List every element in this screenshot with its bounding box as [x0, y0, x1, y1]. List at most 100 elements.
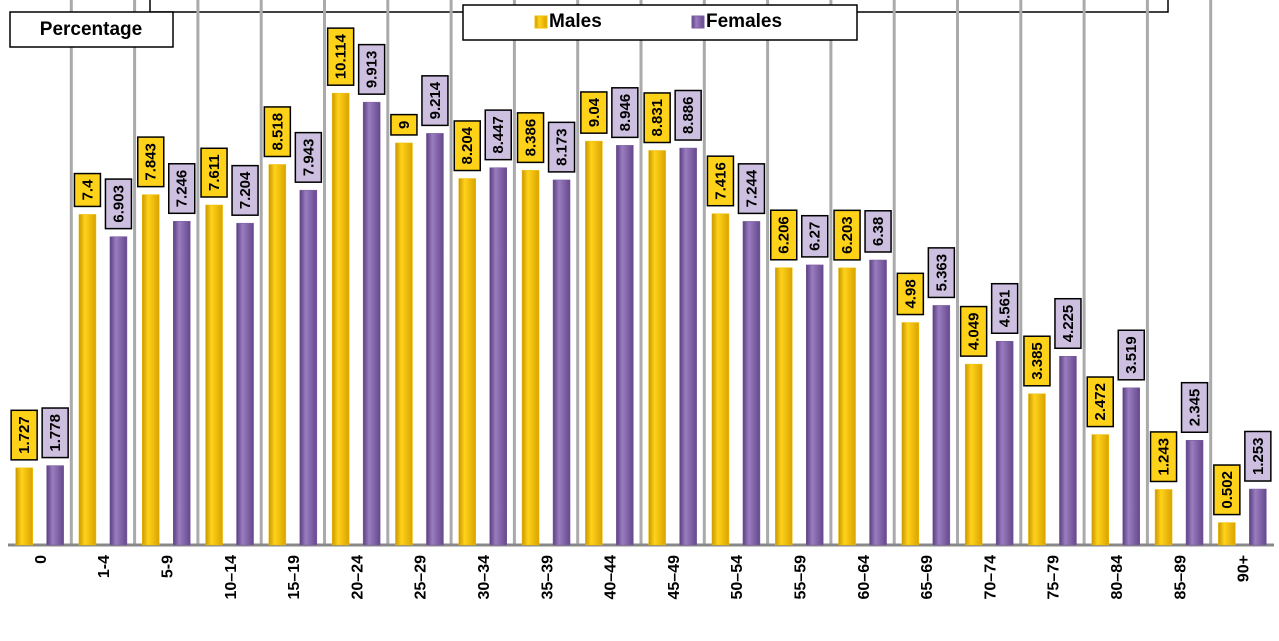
data-label: 5.363: [933, 254, 950, 292]
data-label: 6.27: [807, 222, 824, 251]
legend-label: Females: [706, 11, 782, 32]
data-label: 3.385: [1029, 342, 1046, 380]
bar: [426, 133, 444, 546]
data-label: 1.727: [16, 416, 33, 454]
bar: [299, 189, 318, 546]
y-label-box: [9, 11, 174, 48]
y-axis-label: Percentage: [40, 19, 142, 40]
data-label-box: [453, 120, 481, 172]
bar: [1122, 387, 1140, 546]
data-label-box: [547, 121, 576, 173]
x-tick-label: 45–49: [666, 555, 683, 600]
legend-swatch: [691, 15, 705, 29]
data-label-box: [200, 147, 228, 198]
data-label-box: [833, 209, 861, 261]
bar: [1059, 356, 1077, 546]
bar: [1028, 393, 1046, 546]
bar: [552, 179, 571, 546]
data-label-box: [896, 272, 925, 316]
x-tick-label: 65–69: [919, 555, 936, 600]
x-tick-label: 75–79: [1046, 555, 1063, 600]
data-label-box: [927, 247, 956, 299]
data-label: 6.203: [839, 216, 856, 254]
bar: [995, 341, 1014, 546]
x-tick-label: 50–54: [729, 555, 746, 600]
x-tick-label: 80–84: [1109, 555, 1126, 600]
data-label: 9: [396, 121, 413, 129]
data-label-box: [516, 112, 545, 164]
data-label-box: [990, 282, 1019, 335]
data-label-box: [390, 113, 418, 136]
x-tick-label: 55–59: [792, 555, 809, 600]
data-label: 1.253: [1250, 437, 1267, 475]
x-tick-label: 60–64: [856, 555, 873, 600]
data-label-box: [263, 106, 292, 158]
bar: [205, 204, 223, 546]
bar: [869, 259, 887, 546]
bar: [711, 213, 730, 546]
bar: [775, 267, 793, 546]
data-label-box: [1180, 381, 1209, 433]
data-label: 7.246: [174, 170, 191, 208]
data-label: 9.214: [427, 81, 444, 119]
bar: [78, 214, 97, 546]
data-label-box: [1244, 430, 1272, 482]
bar: [15, 467, 33, 546]
bar: [331, 92, 350, 546]
data-label-box: [41, 407, 69, 459]
bar: [1091, 434, 1109, 546]
data-label-box: [611, 87, 639, 139]
data-label: 6.903: [110, 185, 127, 223]
data-label-box: [357, 43, 386, 95]
data-label-box: [104, 178, 133, 230]
bar: [1249, 488, 1267, 546]
data-label: 8.518: [269, 113, 286, 151]
data-label: 8.886: [680, 96, 697, 134]
data-label: 8.204: [459, 126, 476, 164]
data-label-box: [1149, 431, 1178, 483]
data-label: 6.38: [870, 217, 887, 246]
data-label-box: [1213, 464, 1241, 516]
data-label: 4.561: [997, 290, 1014, 328]
bar: [268, 164, 287, 546]
data-label: 9.913: [364, 51, 381, 89]
legend-label: Males: [549, 11, 602, 32]
data-label-box: [706, 155, 735, 207]
x-tick-label: 25–29: [413, 555, 430, 600]
bar: [1154, 489, 1173, 546]
data-label-box: [1117, 329, 1145, 381]
bar: [616, 145, 634, 546]
bar: [742, 221, 761, 546]
x-tick-label: 30–34: [476, 555, 493, 600]
bar: [236, 222, 254, 546]
bar: [142, 194, 160, 546]
data-label: 6.206: [776, 216, 793, 254]
x-tick-label: 70–74: [982, 555, 999, 600]
data-label-box: [1054, 297, 1082, 350]
data-label: 2.345: [1187, 389, 1204, 427]
bar: [46, 465, 64, 546]
data-label: 7.4: [79, 179, 96, 201]
data-label: 8.173: [554, 128, 571, 166]
data-label-box: [73, 172, 102, 208]
legend: [462, 4, 858, 41]
bar: [1218, 522, 1236, 546]
data-label: 7.244: [743, 169, 760, 207]
data-label-box: [168, 163, 196, 215]
data-label: 8.946: [617, 94, 634, 132]
data-label-box: [580, 91, 608, 134]
x-tick-label: 0: [33, 555, 50, 564]
data-label: 8.447: [490, 116, 507, 154]
data-label: 0.502: [1219, 471, 1236, 509]
data-label-box: [484, 109, 512, 161]
data-label: 4.225: [1060, 305, 1077, 343]
bar: [173, 221, 191, 546]
data-label-box: [1086, 376, 1114, 428]
bar: [964, 363, 983, 546]
bar: [458, 178, 476, 546]
data-label-box: [421, 75, 449, 127]
data-label: 7.416: [712, 162, 729, 200]
data-label-box: [770, 209, 798, 261]
legend-swatch: [534, 15, 548, 29]
